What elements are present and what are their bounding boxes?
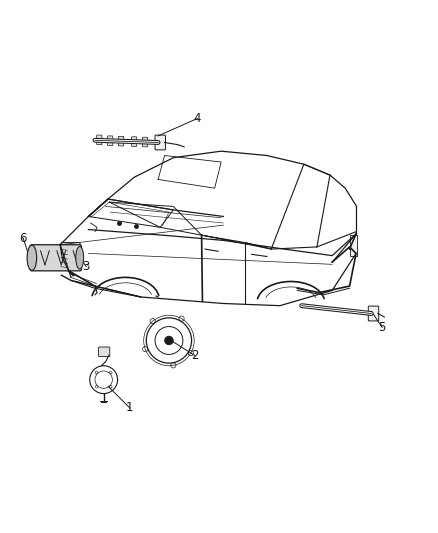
Text: 5: 5 xyxy=(378,321,386,334)
FancyBboxPatch shape xyxy=(97,135,102,144)
Bar xyxy=(350,235,357,256)
Text: 2: 2 xyxy=(191,349,199,362)
FancyBboxPatch shape xyxy=(108,136,113,146)
Ellipse shape xyxy=(76,246,84,269)
FancyBboxPatch shape xyxy=(142,137,148,147)
Ellipse shape xyxy=(27,245,37,270)
FancyBboxPatch shape xyxy=(61,243,80,255)
FancyBboxPatch shape xyxy=(131,137,137,147)
Text: 6: 6 xyxy=(19,232,27,245)
FancyBboxPatch shape xyxy=(99,347,110,357)
Text: 4: 4 xyxy=(194,112,201,125)
FancyBboxPatch shape xyxy=(368,306,379,321)
FancyBboxPatch shape xyxy=(30,245,81,271)
FancyBboxPatch shape xyxy=(155,135,166,150)
Text: 3: 3 xyxy=(83,260,90,273)
Circle shape xyxy=(165,336,173,345)
FancyBboxPatch shape xyxy=(118,136,124,146)
Text: 1: 1 xyxy=(126,401,134,415)
